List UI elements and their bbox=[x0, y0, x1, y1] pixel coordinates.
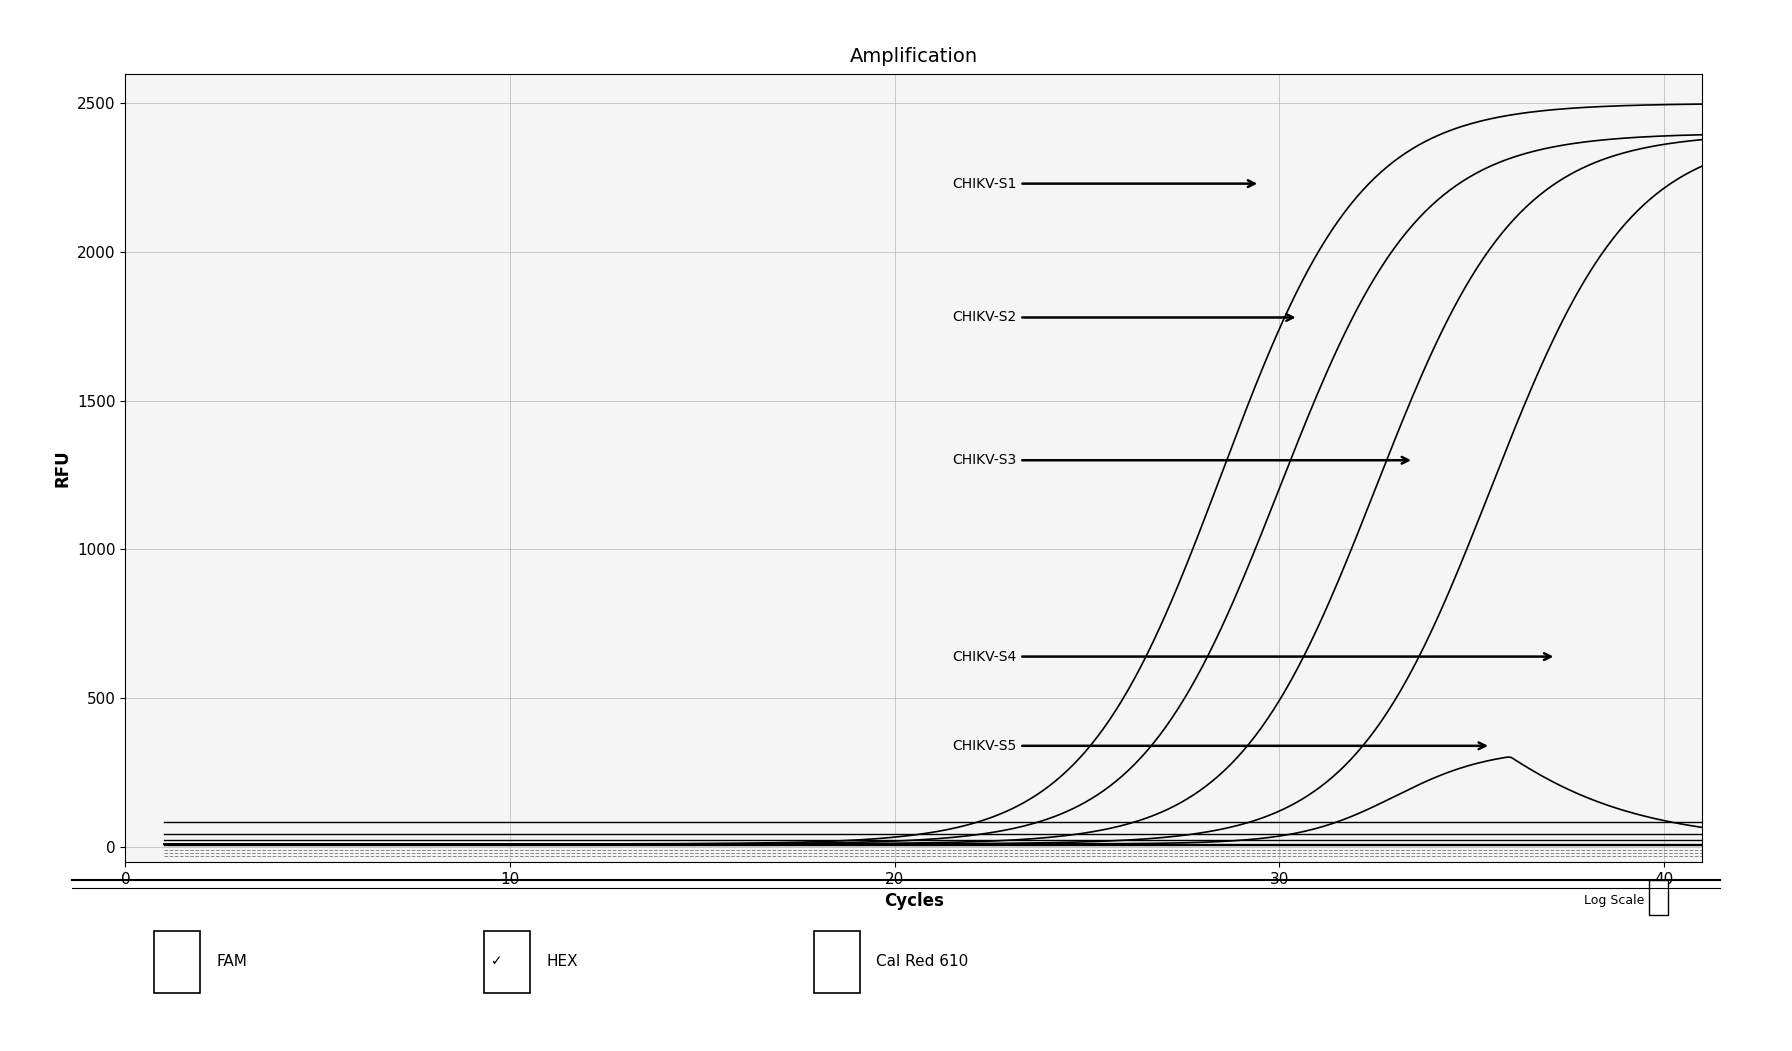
FancyBboxPatch shape bbox=[484, 931, 530, 992]
FancyBboxPatch shape bbox=[1649, 880, 1668, 915]
Text: ✓: ✓ bbox=[491, 954, 502, 968]
Text: CHIKV-S5: CHIKV-S5 bbox=[952, 739, 1486, 753]
FancyBboxPatch shape bbox=[154, 931, 201, 992]
Text: Cal Red 610: Cal Red 610 bbox=[876, 953, 968, 969]
X-axis label: Cycles: Cycles bbox=[883, 892, 944, 910]
FancyBboxPatch shape bbox=[814, 931, 860, 992]
Text: Log Scale: Log Scale bbox=[1584, 894, 1645, 907]
Text: CHIKV-S1: CHIKV-S1 bbox=[952, 177, 1254, 190]
Text: HEX: HEX bbox=[547, 953, 579, 969]
Text: CHIKV-S2: CHIKV-S2 bbox=[952, 310, 1294, 325]
Title: Amplification: Amplification bbox=[849, 47, 978, 66]
Text: FAM: FAM bbox=[217, 953, 247, 969]
Text: CHIKV-S3: CHIKV-S3 bbox=[952, 453, 1409, 468]
Text: CHIKV-S4: CHIKV-S4 bbox=[952, 650, 1550, 663]
Y-axis label: RFU: RFU bbox=[54, 449, 72, 487]
